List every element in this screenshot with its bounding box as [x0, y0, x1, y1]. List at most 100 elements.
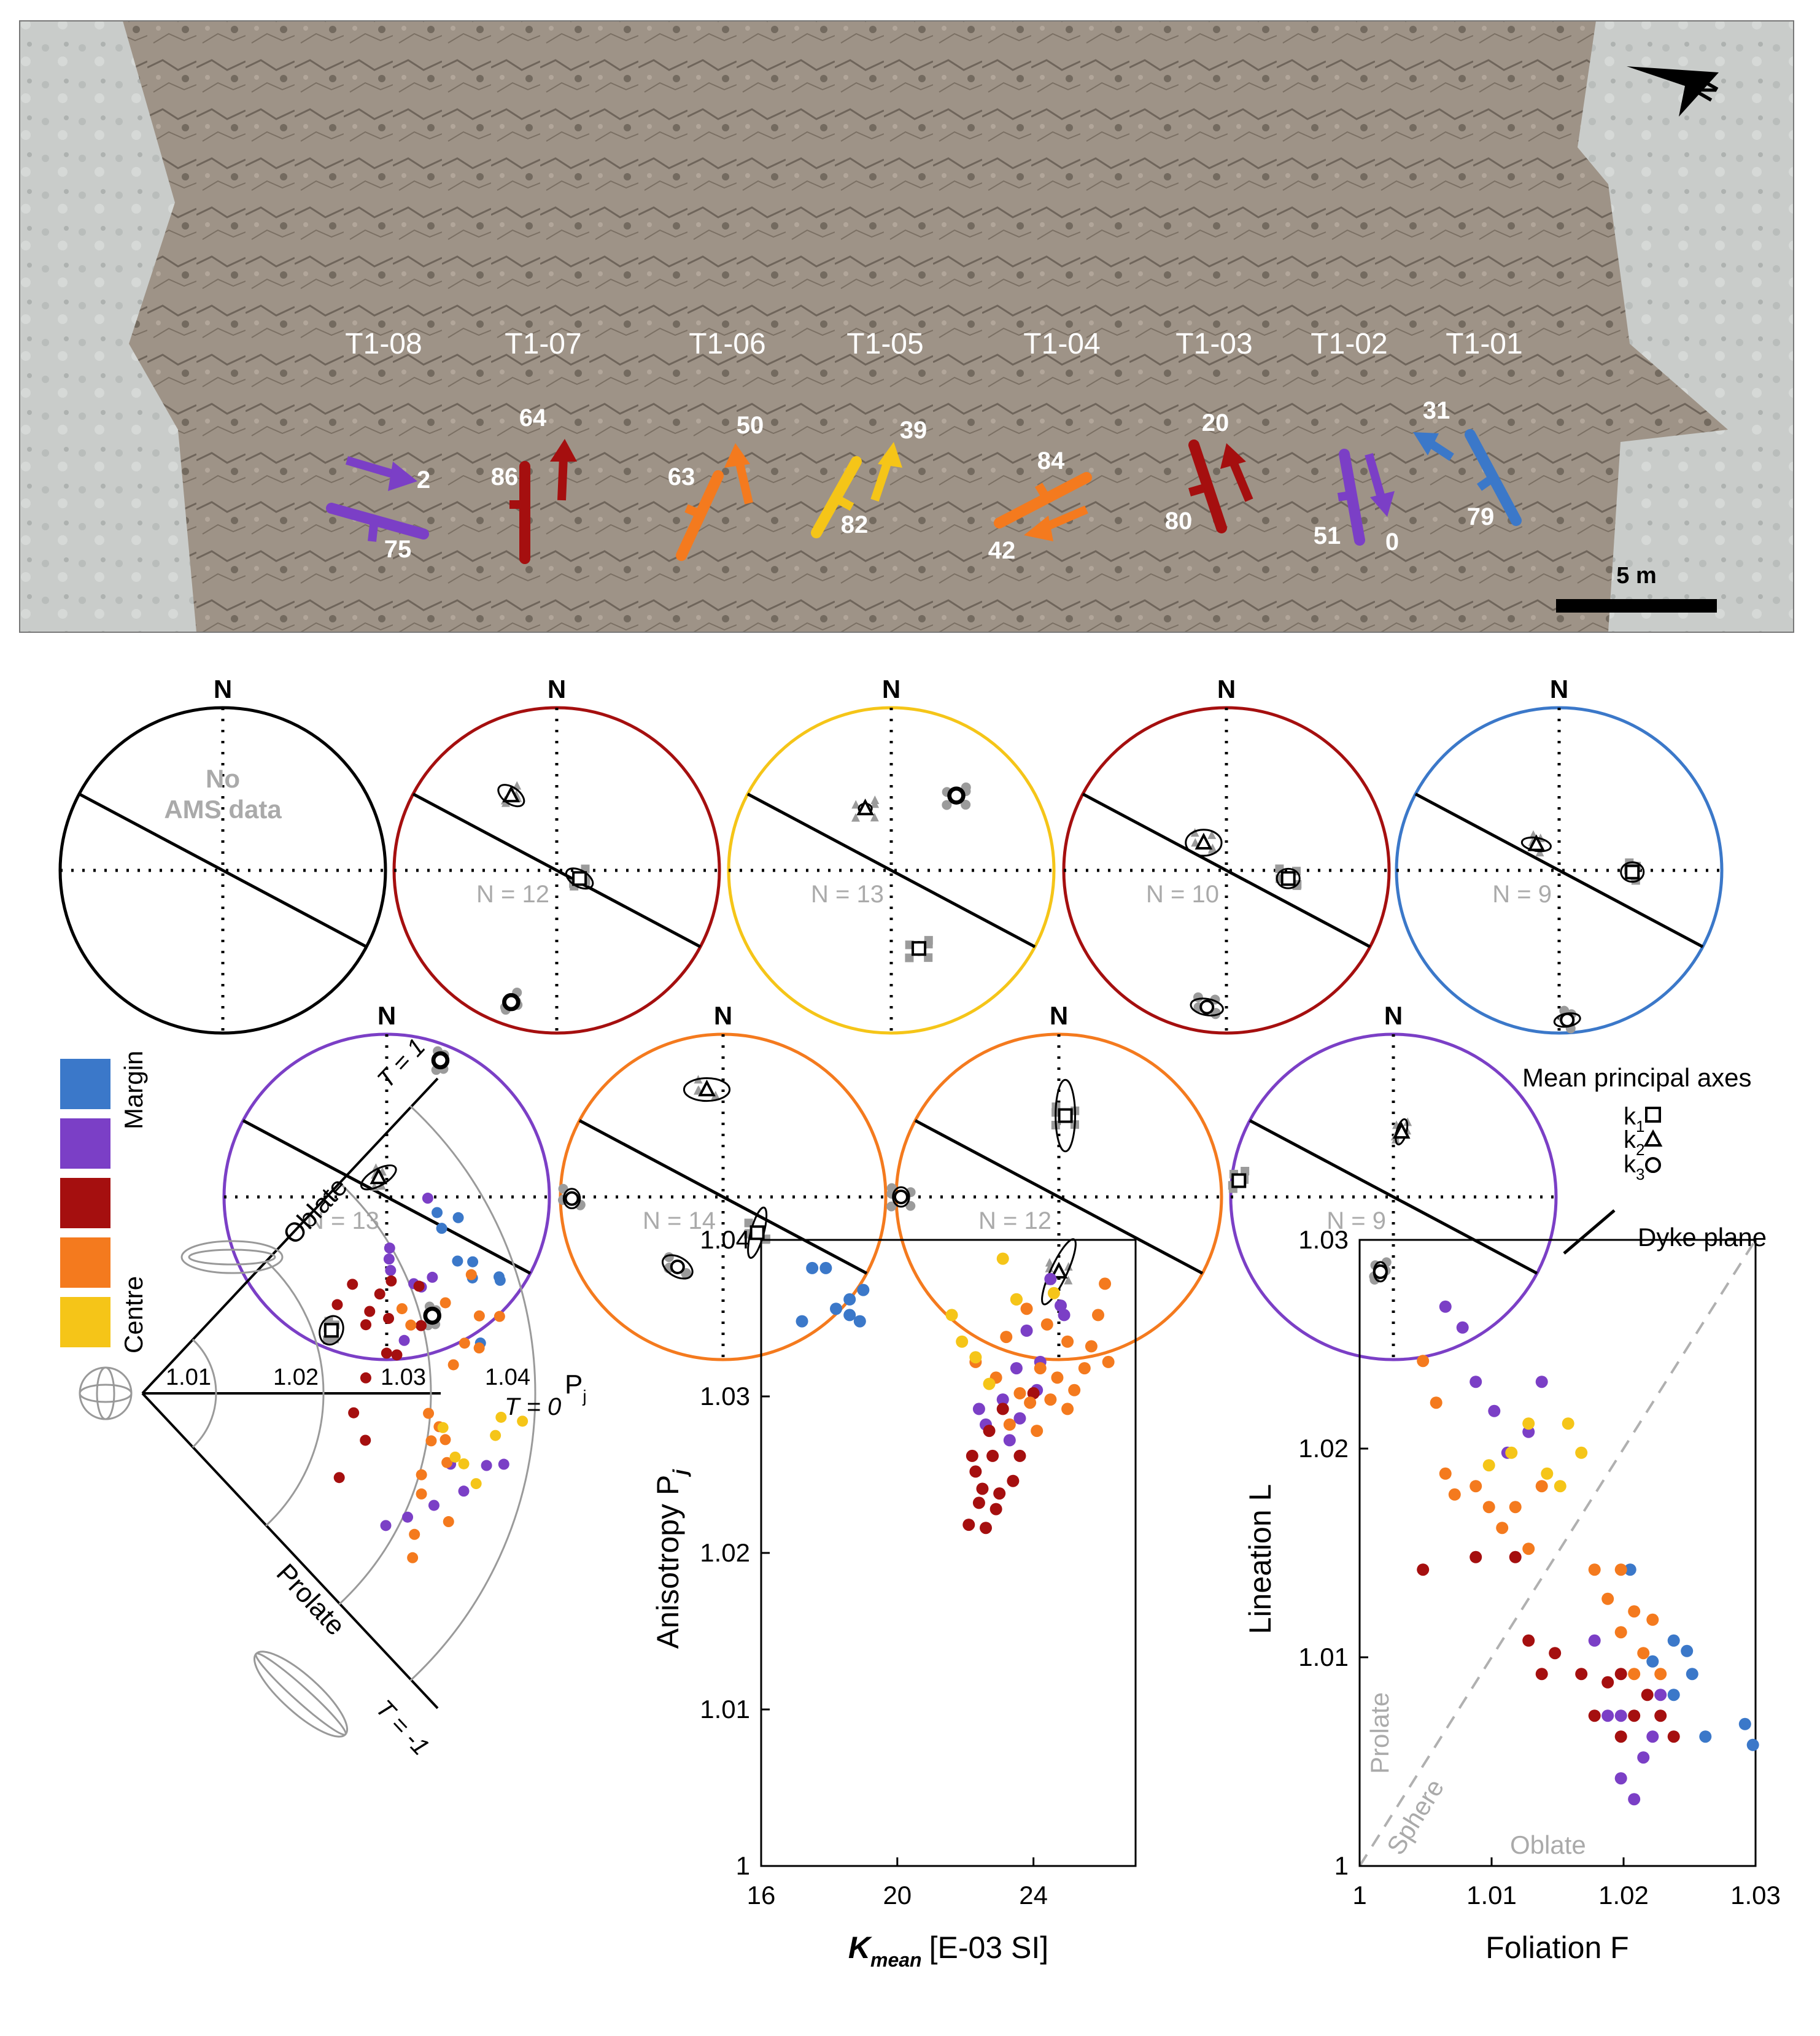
scatter-point: [1522, 1634, 1535, 1647]
sphere-icon: [79, 1366, 133, 1420]
n-count-label: N = 10: [1146, 881, 1219, 908]
scatter-point: [1654, 1668, 1667, 1681]
n-count-label: N = 14: [643, 1207, 716, 1234]
scale-bar: [1556, 599, 1717, 613]
north-label: N: [714, 1001, 732, 1030]
north-label: N: [1050, 1001, 1068, 1030]
stereonet-t1-07: N N = 12: [392, 675, 721, 1035]
specimen-k2-point: [870, 813, 879, 822]
k2-label: k2: [1624, 1126, 1644, 1159]
scatter-point: [993, 1487, 1006, 1500]
scatter-point: [1667, 1634, 1680, 1647]
scatter-point: [1541, 1467, 1554, 1480]
station-label: T1-04: [1023, 328, 1100, 360]
polar-data-point: [458, 1485, 470, 1497]
y-tick-label: 1: [736, 1851, 750, 1880]
scatter-point: [1010, 1362, 1023, 1375]
polar-data-point: [432, 1207, 443, 1218]
scatter-point: [1044, 1393, 1057, 1406]
polar-data-point: [407, 1552, 419, 1563]
polar-data-point: [498, 1458, 509, 1470]
prolate-region-label: Prolate: [1365, 1692, 1394, 1774]
scatter-point: [1051, 1371, 1064, 1384]
polar-data-point: [458, 1458, 470, 1469]
specimen-k3-point: [886, 1201, 897, 1212]
scatter-point: [1482, 1501, 1495, 1514]
scatter-point: [1031, 1425, 1044, 1438]
outcrop-photo: T1-08 T1-07 T1-06 T1-05 T1-04 T1-03 T1-02 T1-01…: [19, 20, 1794, 633]
scatter-point: [1522, 1417, 1535, 1430]
y-tick-label: 1: [1334, 1851, 1349, 1880]
polar-data-point: [385, 1264, 397, 1276]
scatter-point: [1061, 1335, 1074, 1348]
scatter-point: [983, 1377, 996, 1390]
y-tick-label: 1.03: [1298, 1225, 1349, 1254]
scatter-point: [1456, 1321, 1469, 1334]
mean-k1-symbol: [1231, 1173, 1247, 1188]
mean-k3-symbol: [433, 1053, 448, 1068]
polar-points: [331, 1193, 529, 1563]
dip-label: 31: [1423, 397, 1450, 424]
legend-swatch-dark-red: [60, 1178, 110, 1228]
lineation-arrow: [735, 462, 753, 505]
mean-k3-symbol: [1199, 999, 1215, 1015]
data-points: [796, 1252, 1115, 1535]
no-data-label: AMS data: [164, 795, 282, 824]
scatter-point: [1628, 1605, 1641, 1618]
scatter-point: [1646, 1730, 1659, 1743]
scatter-point: [1746, 1738, 1759, 1751]
polar-data-point: [364, 1306, 376, 1317]
n-count-label: N = 9: [1492, 881, 1552, 908]
scatter-point: [1027, 1387, 1040, 1399]
specimen-k2-point: [1190, 828, 1199, 837]
scatter-point: [1020, 1302, 1033, 1315]
station-label: T1-01: [1446, 328, 1522, 360]
mean-k1-symbol: [1625, 864, 1640, 880]
scatter-point: [1601, 1709, 1614, 1722]
polar-data-point: [436, 1223, 447, 1234]
scatter-point: [996, 1403, 1009, 1415]
lineation-arrow: [1229, 462, 1253, 502]
tick-labels: 16 20 24 1 1.01 1.02 1.03 1.04: [700, 1225, 1048, 1910]
polar-data-point: [427, 1271, 438, 1283]
polar-data-point: [381, 1347, 392, 1359]
mean-k3-symbol: [1373, 1264, 1388, 1279]
scatter-point: [976, 1482, 989, 1495]
polar-data-point: [473, 1342, 485, 1354]
mean-k3-symbol: [503, 994, 519, 1010]
scatter-point: [1614, 1772, 1627, 1785]
foliation-strike-symbol: [811, 456, 862, 538]
stereonet-t1-08: N N = 9: [1228, 1001, 1558, 1361]
station-label: T1-06: [689, 328, 765, 360]
data-points: [1417, 1300, 1759, 1806]
lineation-arrow: [1042, 505, 1088, 532]
scatter-point: [1575, 1446, 1588, 1459]
scatter-point: [945, 1309, 958, 1322]
scatter-point: [1628, 1668, 1641, 1681]
polar-data-point: [443, 1516, 454, 1528]
scatter-point: [1637, 1647, 1650, 1660]
arrow-head: [1220, 443, 1246, 469]
scatter-point: [1646, 1613, 1659, 1626]
polar-data-point: [415, 1320, 427, 1331]
scatter-point: [996, 1252, 1009, 1265]
scatter-point: [1439, 1300, 1452, 1313]
scatter-point: [1738, 1717, 1751, 1730]
mean-axes-label: Mean principal axes: [1522, 1063, 1752, 1092]
dip-label: 51: [1314, 522, 1341, 549]
confidence-ellipse: [947, 786, 966, 805]
dip-label: 63: [668, 463, 695, 490]
specimen-k2-point: [1208, 843, 1217, 853]
scatter-point: [1040, 1318, 1053, 1331]
y-tick-label: 1.04: [700, 1225, 750, 1254]
north-label: N: [1217, 675, 1236, 703]
scatter-point: [1102, 1355, 1115, 1368]
dyke-plane-trace: [412, 792, 702, 948]
scatter-point: [1496, 1522, 1509, 1535]
mean-k3-symbol: [564, 1191, 579, 1206]
dyke-plane-trace: [1249, 1119, 1538, 1275]
pj-ring-label: 1.04: [485, 1364, 530, 1390]
dyke-plane-trace: [914, 1119, 1204, 1275]
scatter-point: [857, 1283, 870, 1296]
k1-label: k1: [1624, 1103, 1644, 1136]
